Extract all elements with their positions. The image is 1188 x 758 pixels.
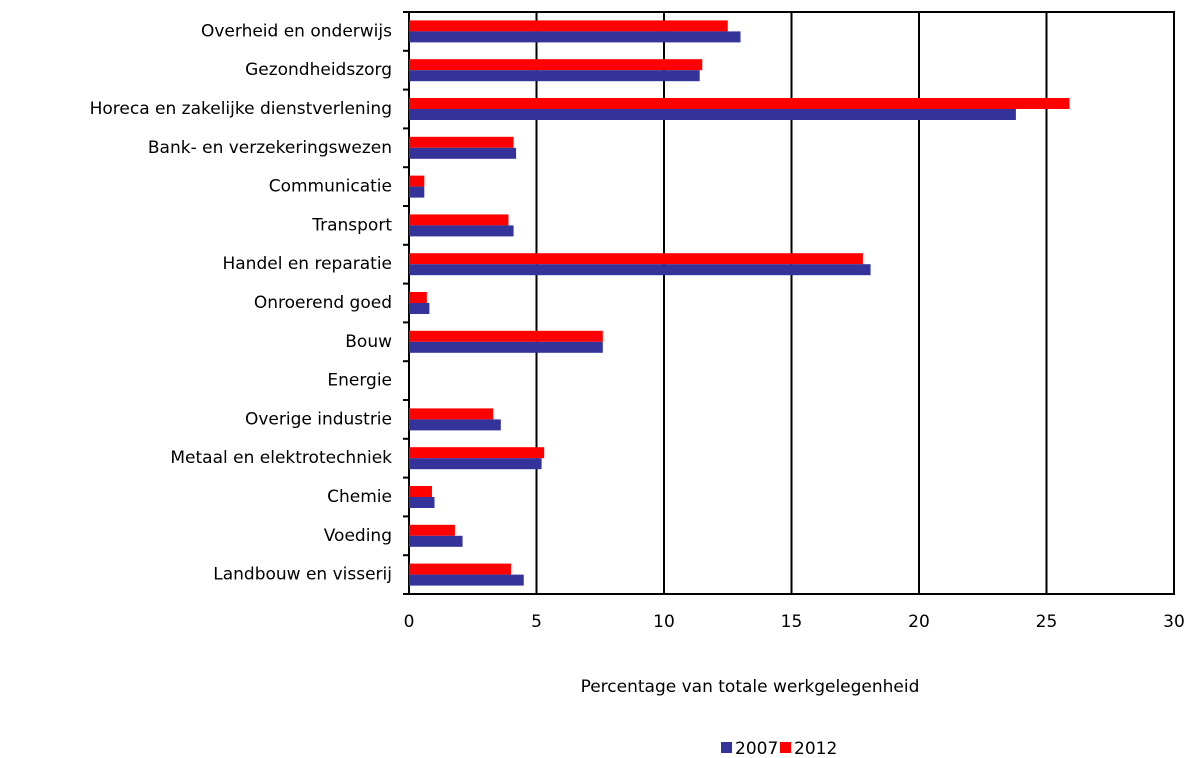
x-tick-label: 30 (1163, 612, 1185, 632)
y-tick-label: Bouw (345, 332, 392, 352)
y-tick-label: Overheid en onderwijs (201, 21, 392, 41)
y-tick-label: Onroerend goed (254, 293, 392, 313)
x-tick-label: 5 (531, 612, 542, 632)
y-tick-label: Voeding (324, 526, 392, 546)
bar (409, 330, 603, 342)
bar (409, 225, 514, 237)
bar (409, 70, 700, 82)
legend-label: 2007 (735, 739, 778, 758)
bar (409, 175, 425, 187)
bar (409, 447, 545, 459)
y-tick-label: Communicatie (269, 177, 392, 197)
bar (409, 563, 511, 575)
bar (409, 292, 427, 303)
bar (409, 147, 517, 159)
bar (409, 59, 703, 71)
bar (409, 214, 509, 226)
x-tick-label: 25 (1036, 612, 1058, 632)
bar (409, 458, 542, 470)
bar (409, 20, 728, 32)
legend-swatch (780, 742, 791, 753)
bar (409, 303, 430, 314)
bar (409, 419, 501, 431)
bar (409, 486, 432, 497)
bar (409, 98, 1070, 109)
x-tick-label: 0 (404, 612, 415, 632)
bar (409, 497, 435, 508)
legend-swatch (721, 742, 732, 753)
y-tick-label: Gezondheidszorg (245, 60, 392, 80)
bar (409, 574, 524, 586)
y-tick-label: Metaal en elektrotechniek (170, 448, 392, 468)
x-tick-label: 10 (653, 612, 675, 632)
x-axis-label: Percentage van totale werkgelegenheid (581, 677, 920, 697)
legend-label: 2012 (794, 739, 837, 758)
y-tick-label: Handel en reparatie (222, 254, 392, 274)
y-tick-label: Horeca en zakelijke dienstverlening (90, 99, 392, 119)
bar (409, 264, 871, 276)
y-tick-label: Energie (327, 371, 392, 391)
x-tick-label: 20 (908, 612, 930, 632)
bar (409, 109, 1016, 120)
y-tick-label: Bank- en verzekeringswezen (148, 138, 392, 158)
x-tick-label: 15 (781, 612, 803, 632)
bar (409, 253, 863, 265)
y-tick-label: Transport (311, 215, 392, 235)
y-tick-label: Landbouw en visserij (213, 565, 392, 585)
bar (409, 535, 463, 547)
bar (409, 341, 603, 353)
y-tick-label: Overige industrie (245, 409, 392, 429)
bar (409, 31, 741, 43)
bar (409, 136, 514, 148)
bar (409, 186, 425, 198)
y-tick-label: Chemie (327, 487, 392, 507)
bar (409, 524, 455, 536)
bar (409, 408, 494, 420)
